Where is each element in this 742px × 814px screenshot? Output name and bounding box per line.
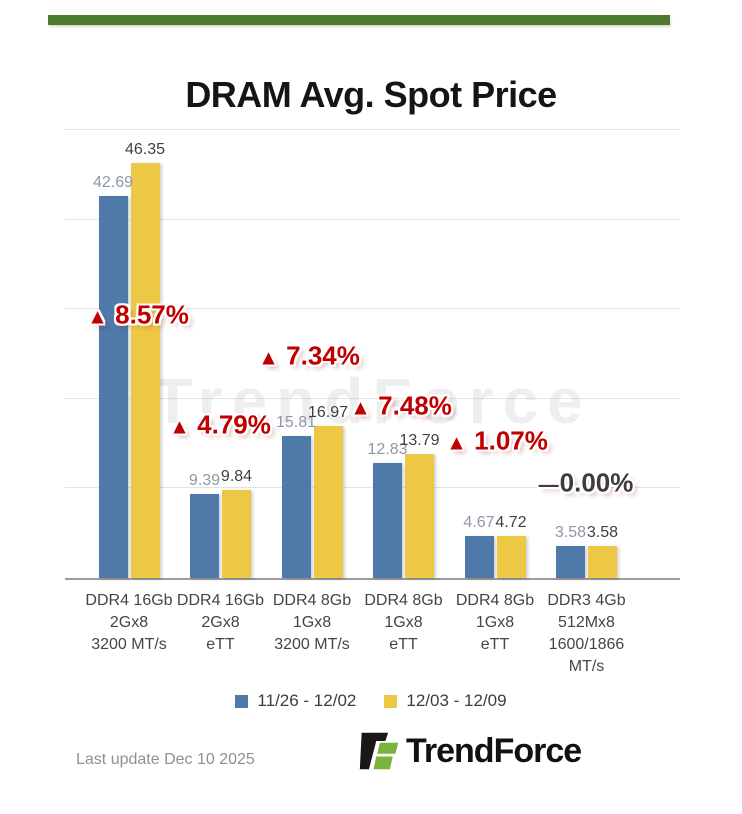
bar-series2-cat3 — [313, 425, 343, 578]
value-label: 3.58 — [554, 523, 587, 541]
last-update-text: Last update Dec 10 2025 — [76, 751, 255, 768]
gridline — [65, 129, 680, 130]
yellow-swatch-icon — [384, 694, 398, 708]
bar-series1-cat3 — [281, 436, 311, 578]
chart-title: DRAM Avg. Spot Price — [185, 74, 557, 116]
value-label: 4.72 — [495, 513, 527, 531]
value-label: 4.67 — [463, 514, 495, 532]
brand-name: TrendForce — [406, 731, 582, 770]
legend-label-week2: 12/03 - 12/09 — [406, 691, 507, 710]
bar-series1-cat5 — [464, 536, 494, 578]
value-label: 12.83 — [367, 441, 408, 459]
up-triangle-icon: ▲ — [169, 415, 190, 439]
bar-series2-cat2 — [222, 489, 251, 578]
bar-series2-cat1 — [130, 162, 160, 578]
header-accent-bar — [48, 15, 670, 25]
category-label: DDR4 8Gb 1Gx8 eTT — [364, 592, 443, 653]
legend-label-week1: 11/26 - 12/02 — [257, 691, 357, 710]
gridline — [65, 308, 680, 310]
bar-series2-cat5 — [496, 535, 526, 578]
up-triangle-icon: ▲ — [446, 431, 467, 455]
change-annotation: ▲ 7.34% — [258, 340, 360, 371]
gridline — [65, 487, 680, 489]
category-label: DDR4 8Gb 1Gx8 3200 MT/s — [272, 592, 352, 653]
value-label: 13.79 — [399, 432, 440, 450]
category-label: DDR4 16Gb 2Gx8 3200 MT/s — [85, 592, 173, 653]
brand-logo: TrendForce — [358, 731, 582, 771]
bar-series1-cat2 — [190, 493, 219, 578]
change-annotation: ▲ 1.07% — [446, 425, 548, 456]
trendforce-logo-icon — [359, 732, 399, 770]
legend: 11/26 - 12/02 12/03 - 12/09 — [0, 691, 742, 711]
up-triangle-icon: ▲ — [87, 305, 108, 329]
value-label: 9.39 — [188, 471, 221, 489]
category-label: DDR4 8Gb 1Gx8 eTT — [455, 592, 535, 653]
bar-series1-cat1 — [98, 195, 128, 578]
category-label: DDR3 4Gb 512Mx8 1600/1866 MT/s — [547, 592, 626, 675]
change-annotation: ▲ 7.48% — [350, 390, 452, 421]
value-label: 16.97 — [307, 403, 349, 421]
value-label: 15.81 — [275, 414, 317, 432]
category-label: DDR4 16Gb 2Gx8 eTT — [176, 592, 265, 653]
value-label: 42.69 — [92, 173, 134, 191]
bar-series1-cat4 — [373, 463, 402, 578]
plot-area: TrendForce 42.69 9.39 15.81 12.83 4.67 3.58 46… — [65, 129, 680, 580]
up-triangle-icon: ▲ — [350, 396, 371, 420]
bar-series2-cat4 — [405, 454, 434, 578]
change-annotation: —0.00% — [538, 467, 634, 498]
blue-swatch-icon — [235, 694, 249, 708]
change-annotation: ▲ 8.57% — [87, 299, 189, 330]
change-annotation: ▲ 4.79% — [169, 409, 271, 440]
gridline — [65, 218, 680, 220]
value-label: 3.58 — [586, 523, 619, 541]
value-label: 9.84 — [220, 467, 253, 485]
dash-icon: — — [538, 473, 560, 497]
legend-item-week1: 11/26 - 12/02 — [235, 691, 356, 711]
up-triangle-icon: ▲ — [258, 346, 279, 370]
bar-series1-cat6 — [556, 545, 585, 578]
watermark: TrendForce — [153, 365, 592, 437]
legend-item-week2: 12/03 - 12/09 — [384, 691, 507, 711]
value-label: 46.35 — [124, 140, 166, 158]
bar-series2-cat6 — [588, 545, 617, 578]
gridline — [65, 397, 680, 399]
x-axis-labels: DDR4 16Gb 2Gx8 3200 MT/s DDR4 16Gb 2Gx8 eTT DD… — [0, 590, 742, 685]
